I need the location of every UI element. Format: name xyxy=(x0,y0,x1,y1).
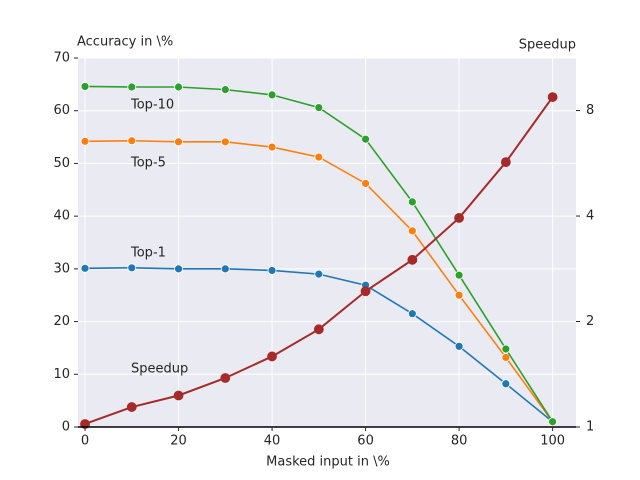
point xyxy=(220,373,231,383)
point xyxy=(361,134,370,144)
point xyxy=(220,85,230,95)
point xyxy=(127,82,137,92)
point xyxy=(267,142,277,152)
point xyxy=(454,270,464,280)
y-tick-label: 40 xyxy=(53,209,70,224)
plot-area xyxy=(78,58,576,427)
point xyxy=(407,226,417,236)
point xyxy=(407,309,417,319)
point xyxy=(314,152,324,162)
series-label: Top-5 xyxy=(130,156,166,171)
x-tick-label: 60 xyxy=(357,434,374,449)
point xyxy=(313,324,324,335)
point xyxy=(360,286,371,297)
marks xyxy=(80,82,558,429)
y-tick-label: 20 xyxy=(53,314,70,329)
x-tick-label: 100 xyxy=(540,434,565,449)
point xyxy=(126,402,137,412)
x-axis-label: Masked input in \% xyxy=(266,455,390,470)
series-label: Speedup xyxy=(131,362,188,377)
point xyxy=(361,179,370,188)
x-tick-label: 80 xyxy=(451,434,468,449)
point xyxy=(220,264,230,274)
y2-axis-label: Speedup xyxy=(519,38,576,53)
point xyxy=(314,103,324,112)
point xyxy=(454,290,464,300)
point xyxy=(407,254,418,265)
x-tick-label: 0 xyxy=(81,434,89,449)
x-tick-label: 20 xyxy=(170,434,187,449)
x-tick-label: 40 xyxy=(264,434,281,449)
y2-tick-label: 2 xyxy=(586,314,594,329)
y2-tick-label: 8 xyxy=(586,103,594,118)
point xyxy=(501,353,511,362)
point xyxy=(220,137,230,147)
point xyxy=(127,263,137,273)
point xyxy=(80,263,90,273)
y-tick-label: 60 xyxy=(53,103,70,118)
point xyxy=(80,136,90,146)
y2-tick-label: 1 xyxy=(586,420,594,435)
point xyxy=(267,266,277,275)
y-tick-label: 0 xyxy=(62,420,70,435)
y-tick-label: 10 xyxy=(53,367,70,382)
point xyxy=(127,136,137,146)
point xyxy=(454,213,464,223)
point xyxy=(174,264,183,274)
point xyxy=(500,157,511,168)
point xyxy=(501,379,511,389)
y-tick-label: 70 xyxy=(53,51,70,66)
series-label: Top-1 xyxy=(130,246,166,261)
point xyxy=(407,197,417,207)
point xyxy=(314,269,324,279)
point xyxy=(547,92,558,102)
point xyxy=(80,82,90,91)
point xyxy=(174,82,183,92)
y-tick-label: 50 xyxy=(53,156,70,171)
point xyxy=(454,341,464,351)
y-tick-label: 30 xyxy=(53,261,70,276)
point xyxy=(267,90,277,100)
y-axis-label: Accuracy in \% xyxy=(77,35,173,50)
point xyxy=(173,390,184,401)
point xyxy=(267,351,277,362)
point xyxy=(174,137,183,147)
point xyxy=(548,417,558,427)
y2-tick-label: 4 xyxy=(586,209,594,224)
series-label: Top-10 xyxy=(130,98,174,113)
point xyxy=(501,344,511,354)
